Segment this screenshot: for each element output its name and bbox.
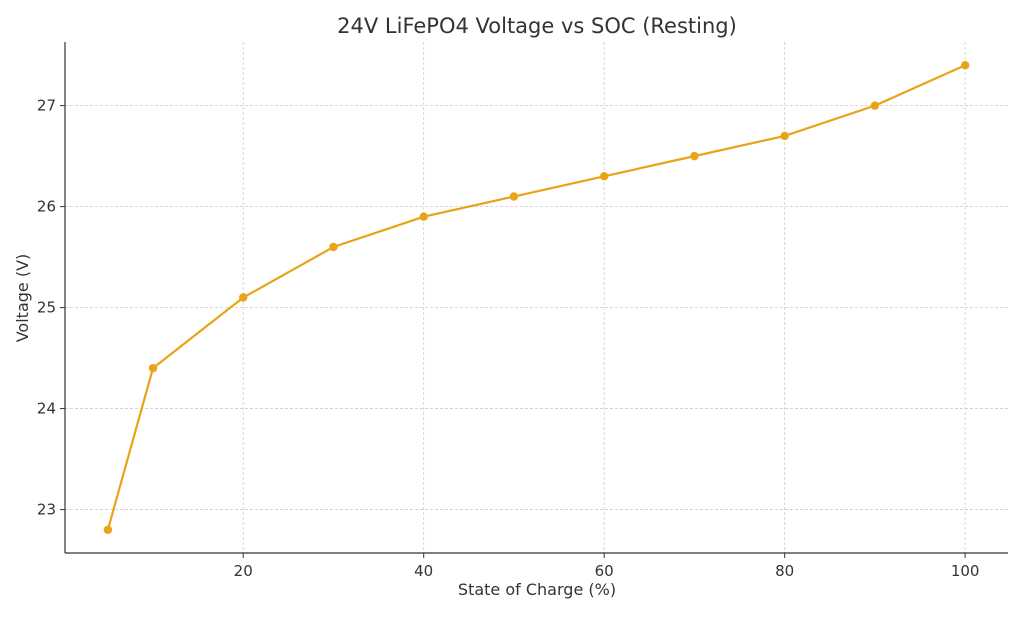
plot-area — [103, 61, 970, 534]
data-point — [690, 151, 699, 161]
data-point — [148, 363, 158, 373]
y-tick-label: 23 — [37, 501, 56, 519]
data-point — [870, 101, 880, 110]
y-tick-label: 24 — [37, 400, 56, 418]
x-tick-label: 40 — [414, 562, 433, 580]
y-tick-label: 26 — [37, 198, 56, 216]
series-line — [106, 64, 966, 531]
y-axis-label: Voltage (V) — [13, 254, 32, 343]
y-tick-label: 27 — [37, 97, 56, 115]
tick-labels: 20 40 60 80 100 23 24 25 26 27 — [37, 97, 980, 580]
grid — [65, 42, 1008, 553]
data-point — [329, 242, 338, 252]
x-tick-label: 60 — [595, 562, 614, 580]
data-point — [960, 61, 970, 70]
data-point — [509, 192, 519, 201]
y-tick-label: 25 — [37, 299, 56, 317]
data-point — [780, 131, 789, 141]
data-point — [239, 293, 248, 302]
axes — [60, 42, 1008, 558]
data-point — [599, 172, 609, 181]
data-point — [419, 212, 428, 221]
chart-title: 24V LiFePO4 Voltage vs SOC (Resting) — [337, 14, 737, 38]
x-tick-label: 20 — [234, 562, 253, 580]
x-tick-label: 80 — [775, 562, 794, 580]
data-point — [103, 525, 113, 534]
x-tick-label: 100 — [951, 562, 980, 580]
x-axis-label: State of Charge (%) — [458, 580, 616, 599]
